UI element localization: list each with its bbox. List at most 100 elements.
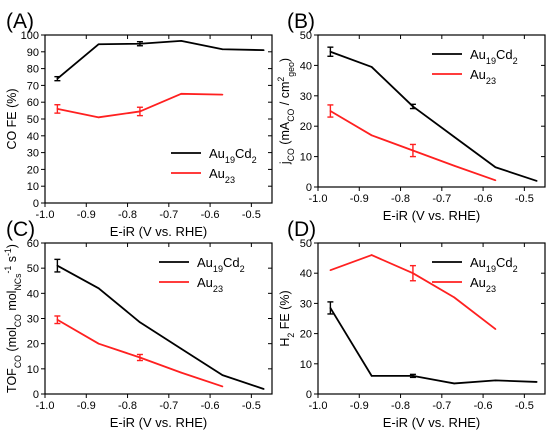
x-tick-label: -0.8 xyxy=(118,209,137,221)
x-tick-label: -0.6 xyxy=(201,400,220,412)
y-axis-label: TOFCO (molCO molNCs-1 s-1) xyxy=(3,244,23,393)
y-tick-label: 50 xyxy=(300,30,312,42)
y-tick-label: 0 xyxy=(33,389,39,401)
data-point xyxy=(180,40,182,42)
y-tick-label: 40 xyxy=(300,268,312,280)
x-tick-label: -1.0 xyxy=(309,400,328,412)
panel-label: (B) xyxy=(287,10,315,33)
data-point xyxy=(97,43,100,46)
data-point xyxy=(494,179,497,182)
x-axis-label: E-iR (V vs. RHE) xyxy=(383,415,481,430)
chart-panel-3: (C) -1.0 -0.9 -0.8 -0.7 -0.6 -0.5 0 10 20 30 40 50 60… xyxy=(3,218,273,430)
data-point xyxy=(221,374,224,376)
series-line-Au23 xyxy=(56,318,223,388)
plot-frame xyxy=(317,242,546,395)
series-line-Au19Cd2 xyxy=(330,50,538,182)
legend-entry: Au23 xyxy=(209,166,235,185)
series-line-Au19Cd2 xyxy=(329,307,537,385)
data-point xyxy=(221,48,224,51)
data-point xyxy=(453,164,456,167)
y-tick-label: 100 xyxy=(21,30,39,42)
data-point xyxy=(370,134,373,137)
legend-entry: Au19Cd2 xyxy=(209,146,257,165)
data-point xyxy=(221,93,224,96)
x-tick-label: -0.7 xyxy=(159,400,178,412)
y-axis-label: CO FE (%) xyxy=(5,88,19,149)
legend-entry: Au23 xyxy=(470,275,496,294)
x-axis-label: E-iR (V vs. RHE) xyxy=(110,415,208,430)
data-point xyxy=(180,371,182,374)
legend-entry: Au19Cd2 xyxy=(197,255,245,274)
y-axis-label: H2 FE (%) xyxy=(278,290,296,346)
x-tick-label: -0.7 xyxy=(432,193,451,205)
x-tick-label: -0.9 xyxy=(77,400,96,412)
y-tick-label: 90 xyxy=(27,47,39,59)
panel-label: (D) xyxy=(287,218,316,241)
x-tick-label: -0.6 xyxy=(474,193,493,205)
legend-entry: Au23 xyxy=(470,67,496,86)
y-tick-label: 30 xyxy=(300,298,312,310)
x-tick-label: -1.0 xyxy=(36,400,55,412)
y-tick-label: 10 xyxy=(27,181,39,193)
data-point xyxy=(262,49,265,51)
data-point xyxy=(180,93,182,95)
chart-panel-1: (A) -1.0 -0.9 -0.8 -0.7 -0.6 -0.5 0 10 20 30 40 50 60… xyxy=(5,10,273,239)
x-tick-label: -0.7 xyxy=(159,209,178,221)
data-point xyxy=(97,287,100,290)
y-tick-label: 20 xyxy=(27,339,39,351)
data-point xyxy=(535,381,538,383)
x-tick-label: -0.8 xyxy=(391,400,410,412)
x-axis-label: E-iR (V vs. RHE) xyxy=(110,224,208,239)
panel-label: (A) xyxy=(6,10,34,33)
x-tick-label: -0.9 xyxy=(77,209,96,221)
chart-panel-2: (B) -1.0 -0.9 -0.8 -0.7 -0.6 -0.5 0 10 20 30 40 50 E-… xyxy=(276,10,546,223)
x-tick-label: -1.0 xyxy=(309,193,328,205)
data-point xyxy=(535,180,538,182)
data-point xyxy=(329,269,332,271)
y-tick-label: 10 xyxy=(27,364,39,376)
x-tick-label: -0.5 xyxy=(242,400,261,412)
series-line-Au19Cd2 xyxy=(56,39,264,80)
data-point xyxy=(453,296,456,299)
data-point xyxy=(180,347,182,350)
data-point xyxy=(221,385,224,388)
panel-label: (C) xyxy=(6,218,35,241)
y-tick-label: 40 xyxy=(300,60,312,72)
x-tick-label: -0.5 xyxy=(242,209,261,221)
x-tick-label: -0.8 xyxy=(391,193,410,205)
y-tick-label: 50 xyxy=(27,263,39,275)
data-point xyxy=(453,136,456,138)
data-point xyxy=(370,254,373,256)
x-tick-label: -0.5 xyxy=(515,400,534,412)
x-axis-label: E-iR (V vs. RHE) xyxy=(383,208,481,223)
data-point xyxy=(494,328,497,330)
x-tick-label: -0.5 xyxy=(515,193,534,205)
x-tick-label: -1.0 xyxy=(36,209,55,221)
y-tick-label: 20 xyxy=(27,164,39,176)
y-tick-label: 40 xyxy=(27,131,39,143)
data-point xyxy=(453,382,456,385)
x-tick-label: -0.6 xyxy=(201,209,220,221)
y-tick-label: 70 xyxy=(27,80,39,92)
legend-entry: Au19Cd2 xyxy=(470,47,518,66)
y-tick-label: 20 xyxy=(300,121,312,133)
y-tick-label: 60 xyxy=(27,238,39,250)
y-tick-label: 10 xyxy=(300,152,312,164)
y-tick-label: 30 xyxy=(300,91,312,103)
y-tick-label: 40 xyxy=(27,288,39,300)
y-tick-label: 0 xyxy=(306,182,312,194)
x-tick-label: -0.7 xyxy=(432,400,451,412)
data-point xyxy=(494,379,497,382)
data-point xyxy=(262,388,265,390)
y-tick-label: 10 xyxy=(300,359,312,371)
y-axis-label: jCO (mACO / cm2geo) xyxy=(276,58,296,165)
plot-frame xyxy=(317,34,546,188)
legend-entry: Au23 xyxy=(197,275,223,294)
y-tick-label: 30 xyxy=(27,148,39,160)
series-line-Au19Cd2 xyxy=(56,264,265,390)
x-tick-label: -0.6 xyxy=(474,400,493,412)
y-tick-label: 20 xyxy=(300,329,312,341)
data-point xyxy=(97,342,100,345)
y-tick-label: 60 xyxy=(27,97,39,109)
